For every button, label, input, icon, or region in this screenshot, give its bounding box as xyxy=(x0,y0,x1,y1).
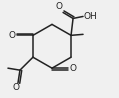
Text: O: O xyxy=(69,64,77,73)
Text: O: O xyxy=(12,83,19,92)
Text: O: O xyxy=(8,31,15,40)
Text: OH: OH xyxy=(83,12,97,21)
Text: O: O xyxy=(56,2,63,11)
